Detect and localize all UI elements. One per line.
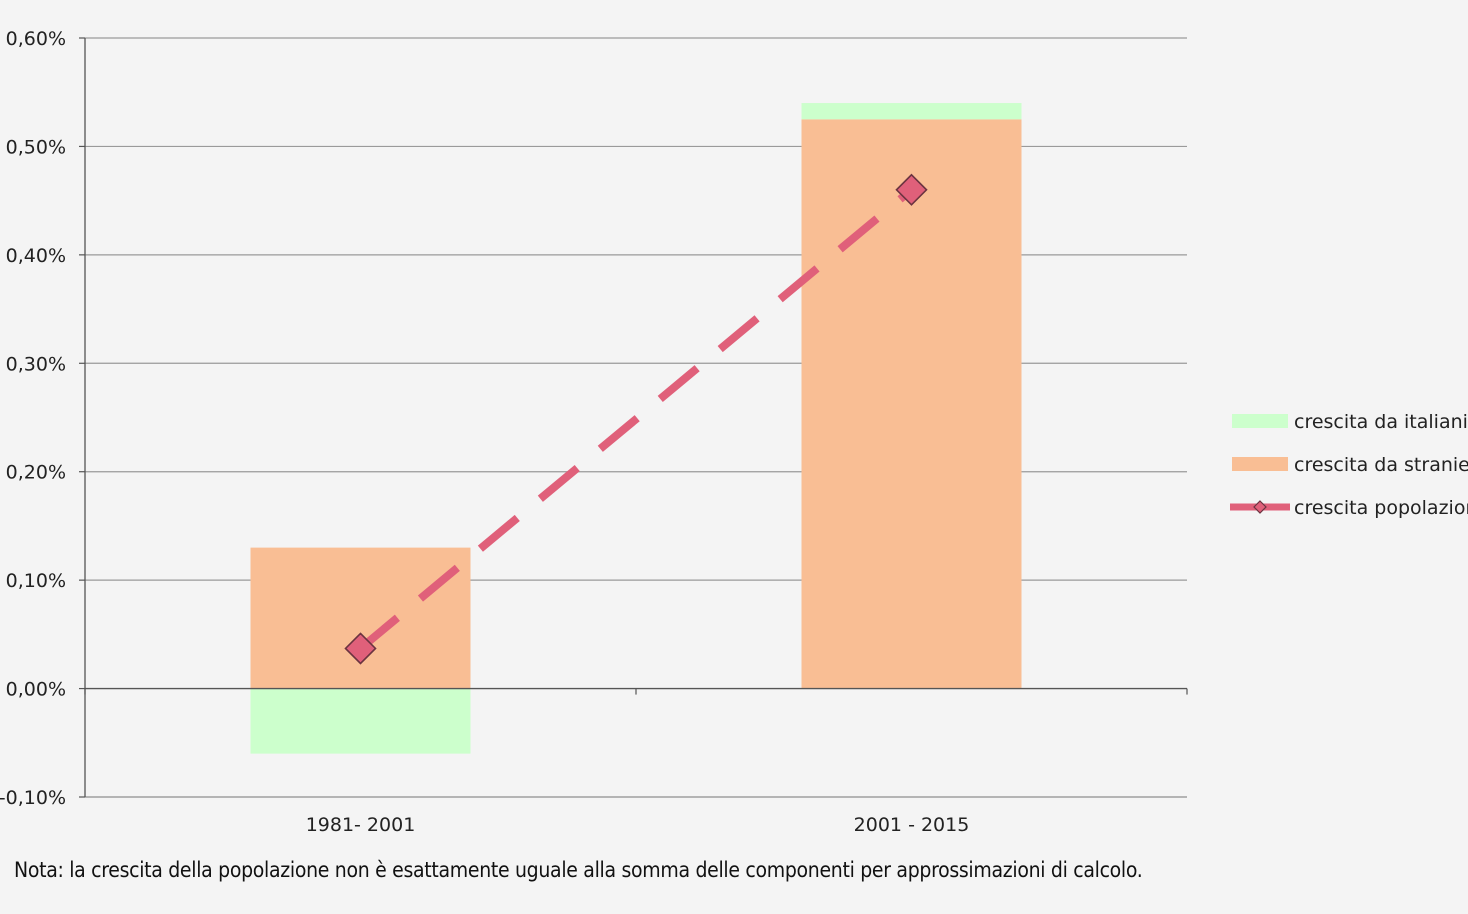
population-point (895, 173, 928, 206)
x-tick-label: 2001 - 2015 (854, 814, 970, 836)
y-tick-label: 0,60% (6, 28, 66, 50)
growth-chart: 0,60% 0,50% 0,40% 0,30% 0,20% 0,10% 0,00% -0,10… (0, 28, 1468, 836)
legend-marker (1253, 500, 1267, 514)
y-tick-label: 0,50% (6, 136, 66, 158)
x-tick-label: 1981- 2001 (306, 814, 416, 836)
bar-stranieri (250, 547, 471, 689)
bar-italiani (250, 688, 471, 754)
tick-labels: 0,60% 0,50% 0,40% 0,30% 0,20% 0,10% 0,00% -0,10… (0, 28, 969, 836)
y-tick-label: -0,10% (0, 787, 66, 809)
legend-swatch (1232, 457, 1288, 471)
y-tick-label: 0,10% (6, 570, 66, 592)
y-tick-label: 0,00% (6, 679, 66, 701)
legend: crescita da italiani crescita da stranier… (1230, 411, 1468, 519)
y-tick-label: 0,30% (6, 353, 66, 375)
population-line-path (357, 186, 915, 652)
population-line (344, 173, 928, 665)
y-tick-label: 0,40% (6, 245, 66, 267)
legend-label: crescita popolazione (1294, 497, 1468, 519)
bar-italiani (801, 103, 1022, 120)
bars (250, 103, 1022, 754)
bar-stranieri (801, 119, 1022, 689)
footnote: Nota: la crescita della popolazione non … (14, 858, 1143, 882)
axes (79, 37, 1188, 798)
legend-label: crescita da stranieri (1294, 454, 1468, 476)
population-point (344, 632, 377, 665)
y-tick-label: 0,20% (6, 462, 66, 484)
legend-swatch (1232, 414, 1288, 428)
legend-label: crescita da italiani (1294, 411, 1468, 433)
